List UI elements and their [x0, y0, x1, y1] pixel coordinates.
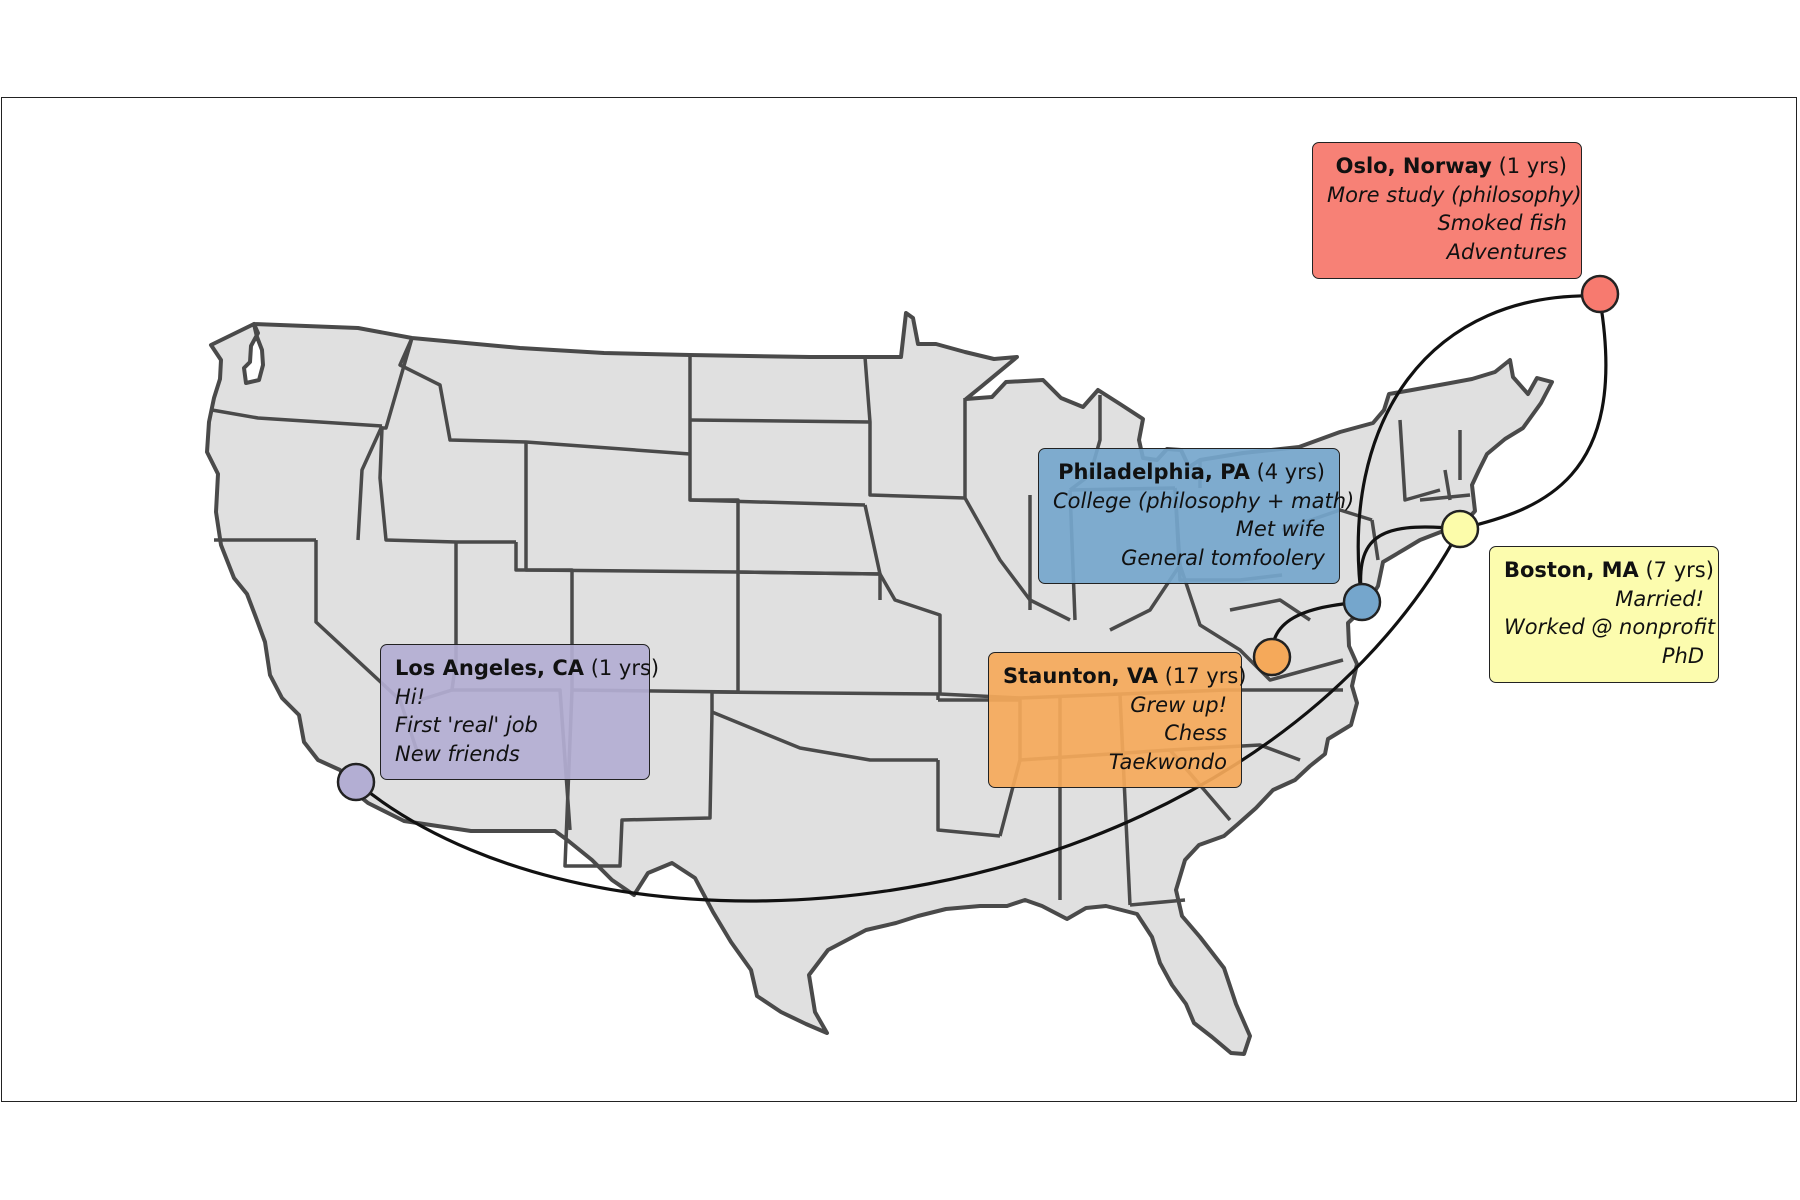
card-line: Grew up! — [1130, 692, 1227, 717]
card-years: (1 yrs) — [590, 656, 660, 680]
card-oslo: Oslo, Norway (1 yrs) More study (philoso… — [1312, 142, 1582, 279]
card-oslo-head: Oslo, Norway (1 yrs) — [1327, 152, 1567, 181]
card-line: Smoked fish — [1437, 211, 1567, 235]
card-years: (4 yrs) — [1256, 460, 1325, 484]
marker-los-angeles — [336, 762, 376, 802]
card-years: (1 yrs) — [1498, 154, 1567, 178]
card-city: Staunton, VA — [1003, 664, 1159, 688]
card-city: Los Angeles, CA — [395, 656, 584, 680]
card-line: Chess — [1164, 721, 1227, 745]
map-frame — [1, 97, 1797, 1102]
card-city: Boston, MA — [1504, 558, 1639, 582]
card-line: Met wife — [1235, 517, 1325, 541]
card-boston-head: Boston, MA (7 yrs) — [1504, 556, 1714, 585]
card-staunton-head: Staunton, VA (17 yrs) — [1003, 662, 1247, 691]
card-line: Hi! — [395, 684, 426, 709]
card-los-angeles: Los Angeles, CA (1 yrs) Hi! First 'real'… — [380, 644, 659, 780]
marker-staunton — [1252, 637, 1292, 677]
route-boston-losangeles — [354, 528, 1462, 903]
card-city: Philadelphia, PA — [1058, 460, 1250, 484]
card-los-angeles-head: Los Angeles, CA (1 yrs) — [395, 654, 659, 683]
card-philadelphia-head: Philadelphia, PA (4 yrs) — [1053, 458, 1325, 487]
route-boston-oslo — [1459, 299, 1608, 531]
card-years: (17 yrs) — [1164, 664, 1247, 688]
card-boston: Boston, MA (7 yrs) Married! Worked @ non… — [1489, 546, 1719, 683]
card-line: New friends — [395, 741, 520, 766]
card-line: General tomfoolery — [1121, 545, 1325, 570]
markers — [336, 274, 1620, 802]
card-line: College (philosophy + math) — [1053, 488, 1355, 513]
card-line: PhD — [1661, 643, 1704, 668]
card-line: Adventures — [1446, 239, 1567, 264]
marker-philadelphia — [1342, 582, 1382, 622]
card-line: Worked @ nonprofit — [1504, 615, 1716, 639]
card-philadelphia: Philadelphia, PA (4 yrs) College (philos… — [1038, 448, 1355, 584]
card-years: (7 yrs) — [1645, 558, 1714, 582]
card-staunton: Staunton, VA (17 yrs) Grew up! Chess Tae… — [988, 652, 1247, 788]
route-oslo-philadelphia — [1356, 294, 1601, 604]
card-line: First 'real' job — [395, 713, 538, 737]
card-line: More study (philosophy) — [1327, 182, 1582, 207]
marker-boston — [1440, 509, 1480, 549]
card-city: Oslo, Norway — [1335, 154, 1492, 178]
card-line: Taekwondo — [1108, 749, 1227, 774]
marker-oslo — [1580, 274, 1620, 314]
card-line: Married! — [1615, 586, 1704, 611]
